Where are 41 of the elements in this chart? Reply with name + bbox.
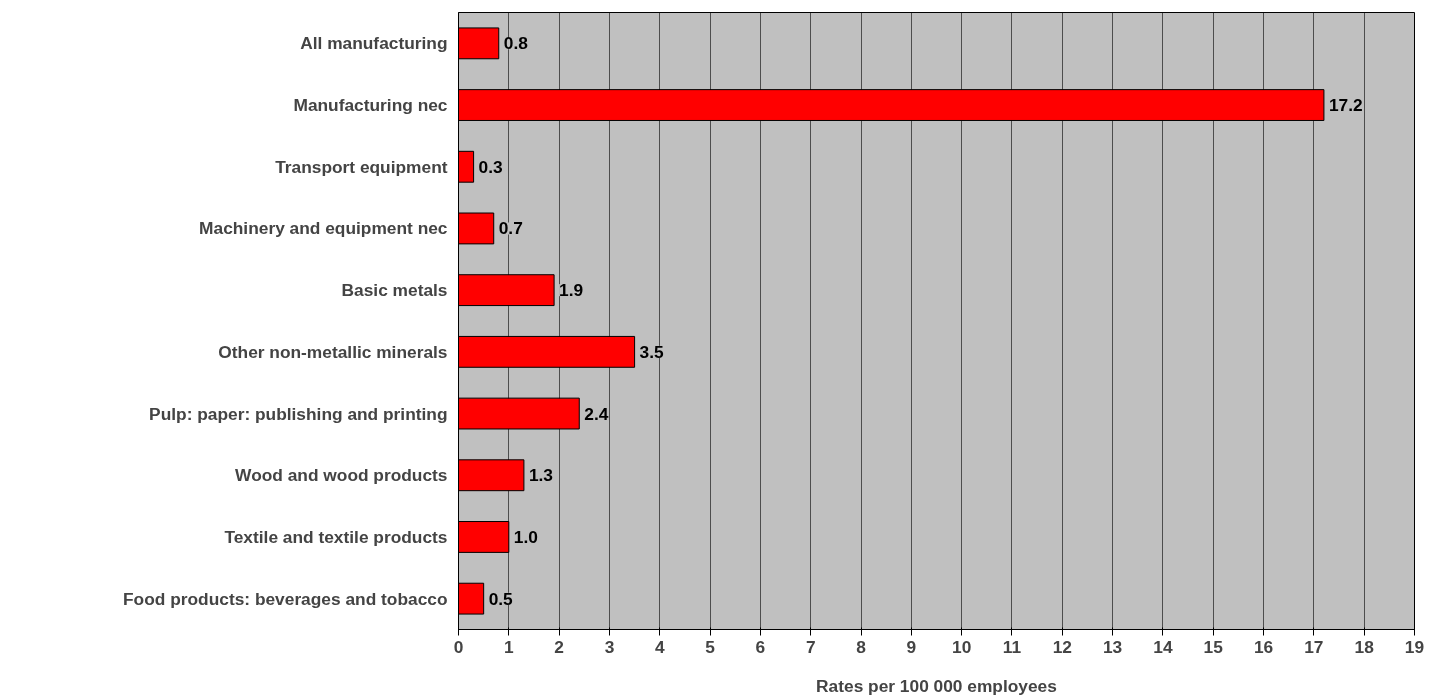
x-tick-label: 7	[805, 636, 816, 657]
x-tick-label: 4	[654, 636, 665, 657]
y-tick-label: Manufacturing nec	[293, 95, 448, 116]
y-tick-label: Other non-metallic minerals	[218, 341, 448, 362]
x-tick-label: 1	[504, 636, 514, 657]
x-tick-label: 10	[952, 636, 972, 657]
x-tick-label: 15	[1203, 636, 1224, 657]
y-tick-label: Textile and textile products	[224, 526, 448, 547]
x-tick-label: 14	[1153, 636, 1173, 657]
x-tick-label: 2	[554, 636, 564, 657]
data-label: 1.0	[513, 526, 538, 547]
x-tick-label: 8	[856, 636, 867, 657]
x-tick-label: 6	[755, 636, 766, 657]
data-label: 17.2	[1328, 95, 1363, 116]
data-label: 0.5	[488, 588, 514, 609]
y-tick-label: Food products: beverages and tobacco	[123, 588, 448, 609]
data-label: 1.3	[528, 465, 554, 486]
data-label: 0.3	[478, 156, 504, 177]
x-axis-title: Rates per 100 000 employees	[816, 675, 1057, 696]
data-label: 1.9	[559, 280, 584, 301]
x-tick-label: 12	[1052, 636, 1072, 657]
x-tick-label: 5	[705, 636, 716, 657]
y-tick-label: All manufacturing	[300, 33, 448, 54]
y-tick-label: Machinery and equipment nec	[199, 218, 448, 239]
x-tick-label: 16	[1253, 636, 1274, 657]
y-tick-label: Pulp: paper: publishing and printing	[149, 403, 448, 424]
data-label: 0.8	[503, 33, 529, 54]
x-tick-label: 9	[906, 636, 917, 657]
x-tick-label: 19	[1404, 636, 1425, 657]
y-tick-label: Wood and wood products	[235, 465, 448, 486]
x-tick-label: 13	[1102, 636, 1123, 657]
data-label: 0.7	[498, 218, 523, 239]
x-tick-label: 11	[1002, 636, 1022, 657]
x-tick-label: 17	[1304, 636, 1324, 657]
x-tick-label: 3	[604, 636, 615, 657]
x-tick-label: 18	[1354, 636, 1375, 657]
data-label: 3.5	[639, 341, 665, 362]
data-label: 2.4	[584, 403, 609, 424]
y-tick-label: Transport equipment	[275, 156, 448, 177]
x-tick-label: 0	[453, 636, 464, 657]
y-tick-label: Basic metals	[341, 280, 448, 301]
